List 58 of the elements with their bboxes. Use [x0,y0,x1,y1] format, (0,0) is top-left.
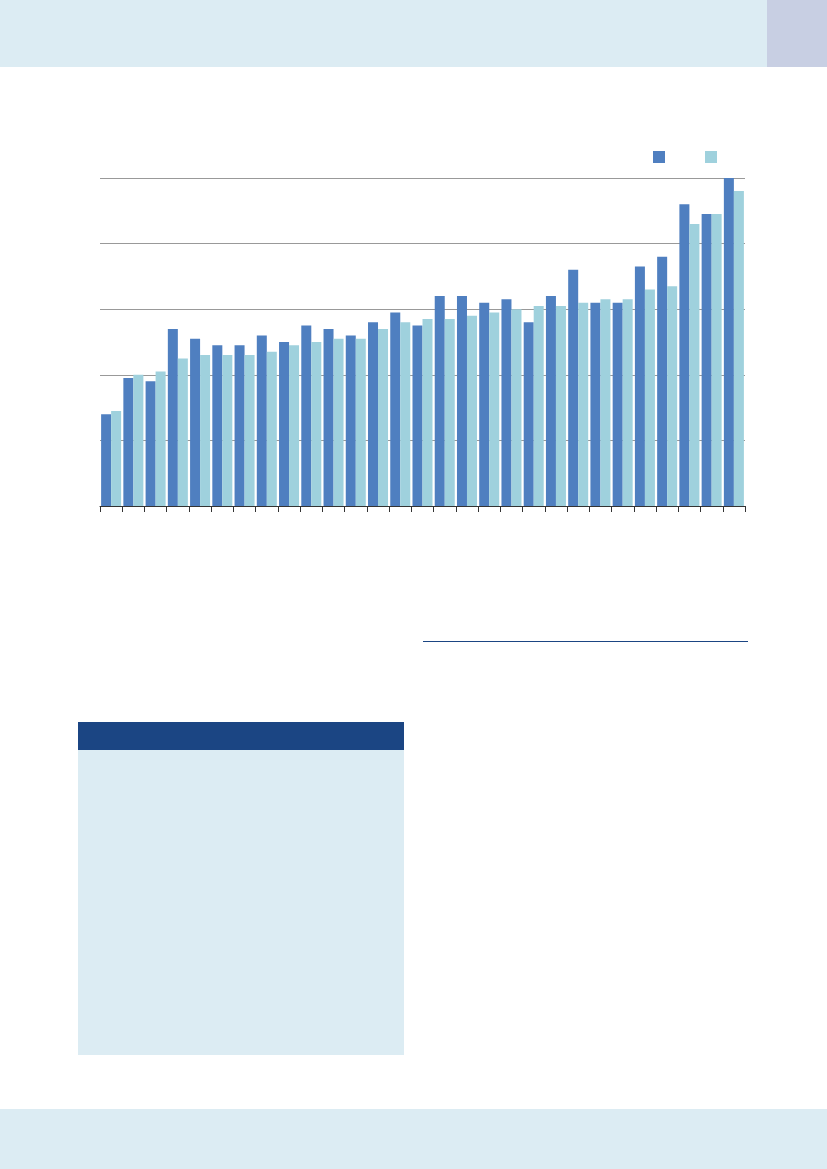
bar [266,351,277,506]
bar [600,299,611,506]
bar [634,266,645,506]
bar [212,345,223,506]
bar [190,338,201,506]
bar [545,296,556,506]
bar [167,328,178,506]
bar [390,312,401,506]
bar [523,322,534,506]
bar [333,338,344,506]
bar [200,355,211,506]
bar [155,371,166,506]
bar [657,256,668,506]
bar [133,374,144,506]
bar [723,178,734,506]
bar [501,299,512,506]
bar [368,322,379,506]
bar [701,214,712,506]
bar [555,305,566,506]
bar [679,204,690,506]
bar [578,302,589,506]
bar [323,328,334,506]
bar [412,325,423,506]
bar [590,302,601,506]
bar [279,342,290,506]
bar [533,305,544,506]
bar [256,335,267,506]
bar [612,302,623,506]
bar [456,296,467,506]
bar [311,342,322,506]
bar [689,223,700,506]
bar [479,302,490,506]
bar [234,345,245,506]
bar [568,269,579,506]
bar [489,312,500,506]
bar [111,410,122,506]
bar [400,322,411,506]
bar [644,289,655,506]
bar [123,378,134,506]
bar [289,345,300,506]
bar [101,414,112,506]
bar [667,286,678,506]
bar [444,319,455,506]
bar [378,328,389,506]
bar [355,338,366,506]
bar [145,381,156,506]
bar [177,358,188,506]
bar [422,319,433,506]
bar [622,299,633,506]
bar [434,296,445,506]
bar [244,355,255,506]
bar [511,309,522,506]
bar [301,325,312,506]
bar [711,214,722,506]
bar [466,315,477,506]
bar [222,355,233,506]
bar [345,335,356,506]
bar [733,191,744,506]
